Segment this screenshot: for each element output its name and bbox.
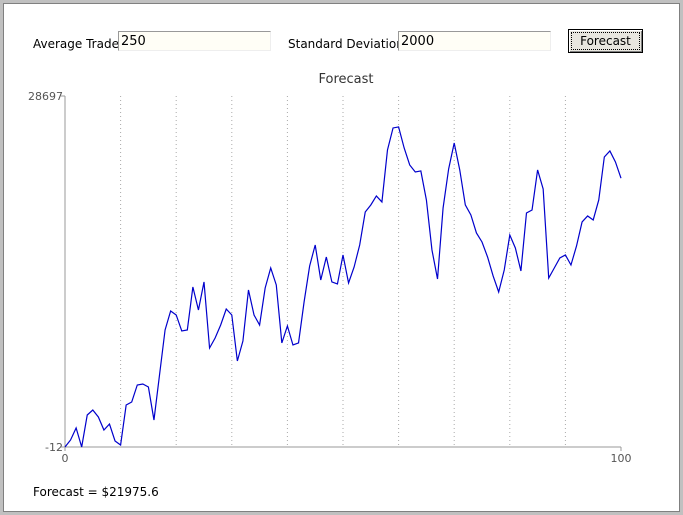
average-trade-label: Average Trade: (33, 37, 123, 51)
y-tick-label: -12 (45, 441, 63, 454)
std-dev-input[interactable] (398, 31, 551, 51)
std-dev-label: Standard Deviation: (288, 37, 408, 51)
x-tick-label: 0 (62, 452, 69, 465)
chart-title: Forecast (318, 72, 373, 87)
forecast-result: Forecast = $21975.6 (33, 485, 159, 499)
average-trade-input[interactable] (118, 31, 271, 51)
chart: Forecast -12 28697 0 100 (28, 72, 632, 465)
forecast-button[interactable]: Forecast (568, 29, 643, 53)
y-tick-label: 28697 (28, 90, 63, 103)
x-tick-label: 100 (611, 452, 632, 465)
forecast-line (64, 126, 622, 448)
